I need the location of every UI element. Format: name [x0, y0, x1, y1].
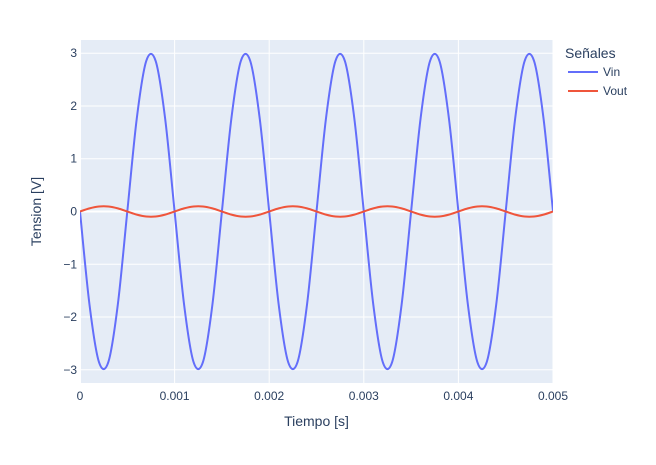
y-tick-label: −2 [63, 310, 77, 324]
y-axis-title: Tension [V] [28, 177, 44, 246]
y-tick-label: −3 [63, 363, 77, 377]
x-tick-label: 0.005 [538, 389, 568, 403]
y-tick-label: −1 [63, 257, 77, 271]
x-tick-label: 0 [77, 389, 84, 403]
x-tick-label: 0.004 [443, 389, 473, 403]
x-tick-label: 0.002 [254, 389, 284, 403]
legend-label: Vin [603, 65, 620, 79]
x-tick-labels: 0 0.001 0.002 0.003 0.004 0.005 [77, 389, 569, 403]
x-axis-title: Tiempo [s] [284, 413, 349, 429]
x-tick-label: 0.001 [160, 389, 190, 403]
legend-item-vin[interactable]: Vin [568, 65, 620, 79]
legend: Señales Vin Vout [565, 45, 628, 98]
legend-item-vout[interactable]: Vout [568, 84, 628, 98]
y-tick-label: 1 [70, 152, 77, 166]
y-tick-label: 0 [70, 205, 77, 219]
y-tick-label: 3 [70, 46, 77, 60]
legend-label: Vout [603, 84, 628, 98]
y-tick-label: 2 [70, 99, 77, 113]
series-line-vout [80, 205, 553, 218]
y-tick-labels: −3 −2 −1 0 1 2 3 [63, 46, 77, 377]
x-tick-label: 0.003 [349, 389, 379, 403]
series-layer [80, 52, 553, 371]
legend-title: Señales [565, 45, 616, 61]
